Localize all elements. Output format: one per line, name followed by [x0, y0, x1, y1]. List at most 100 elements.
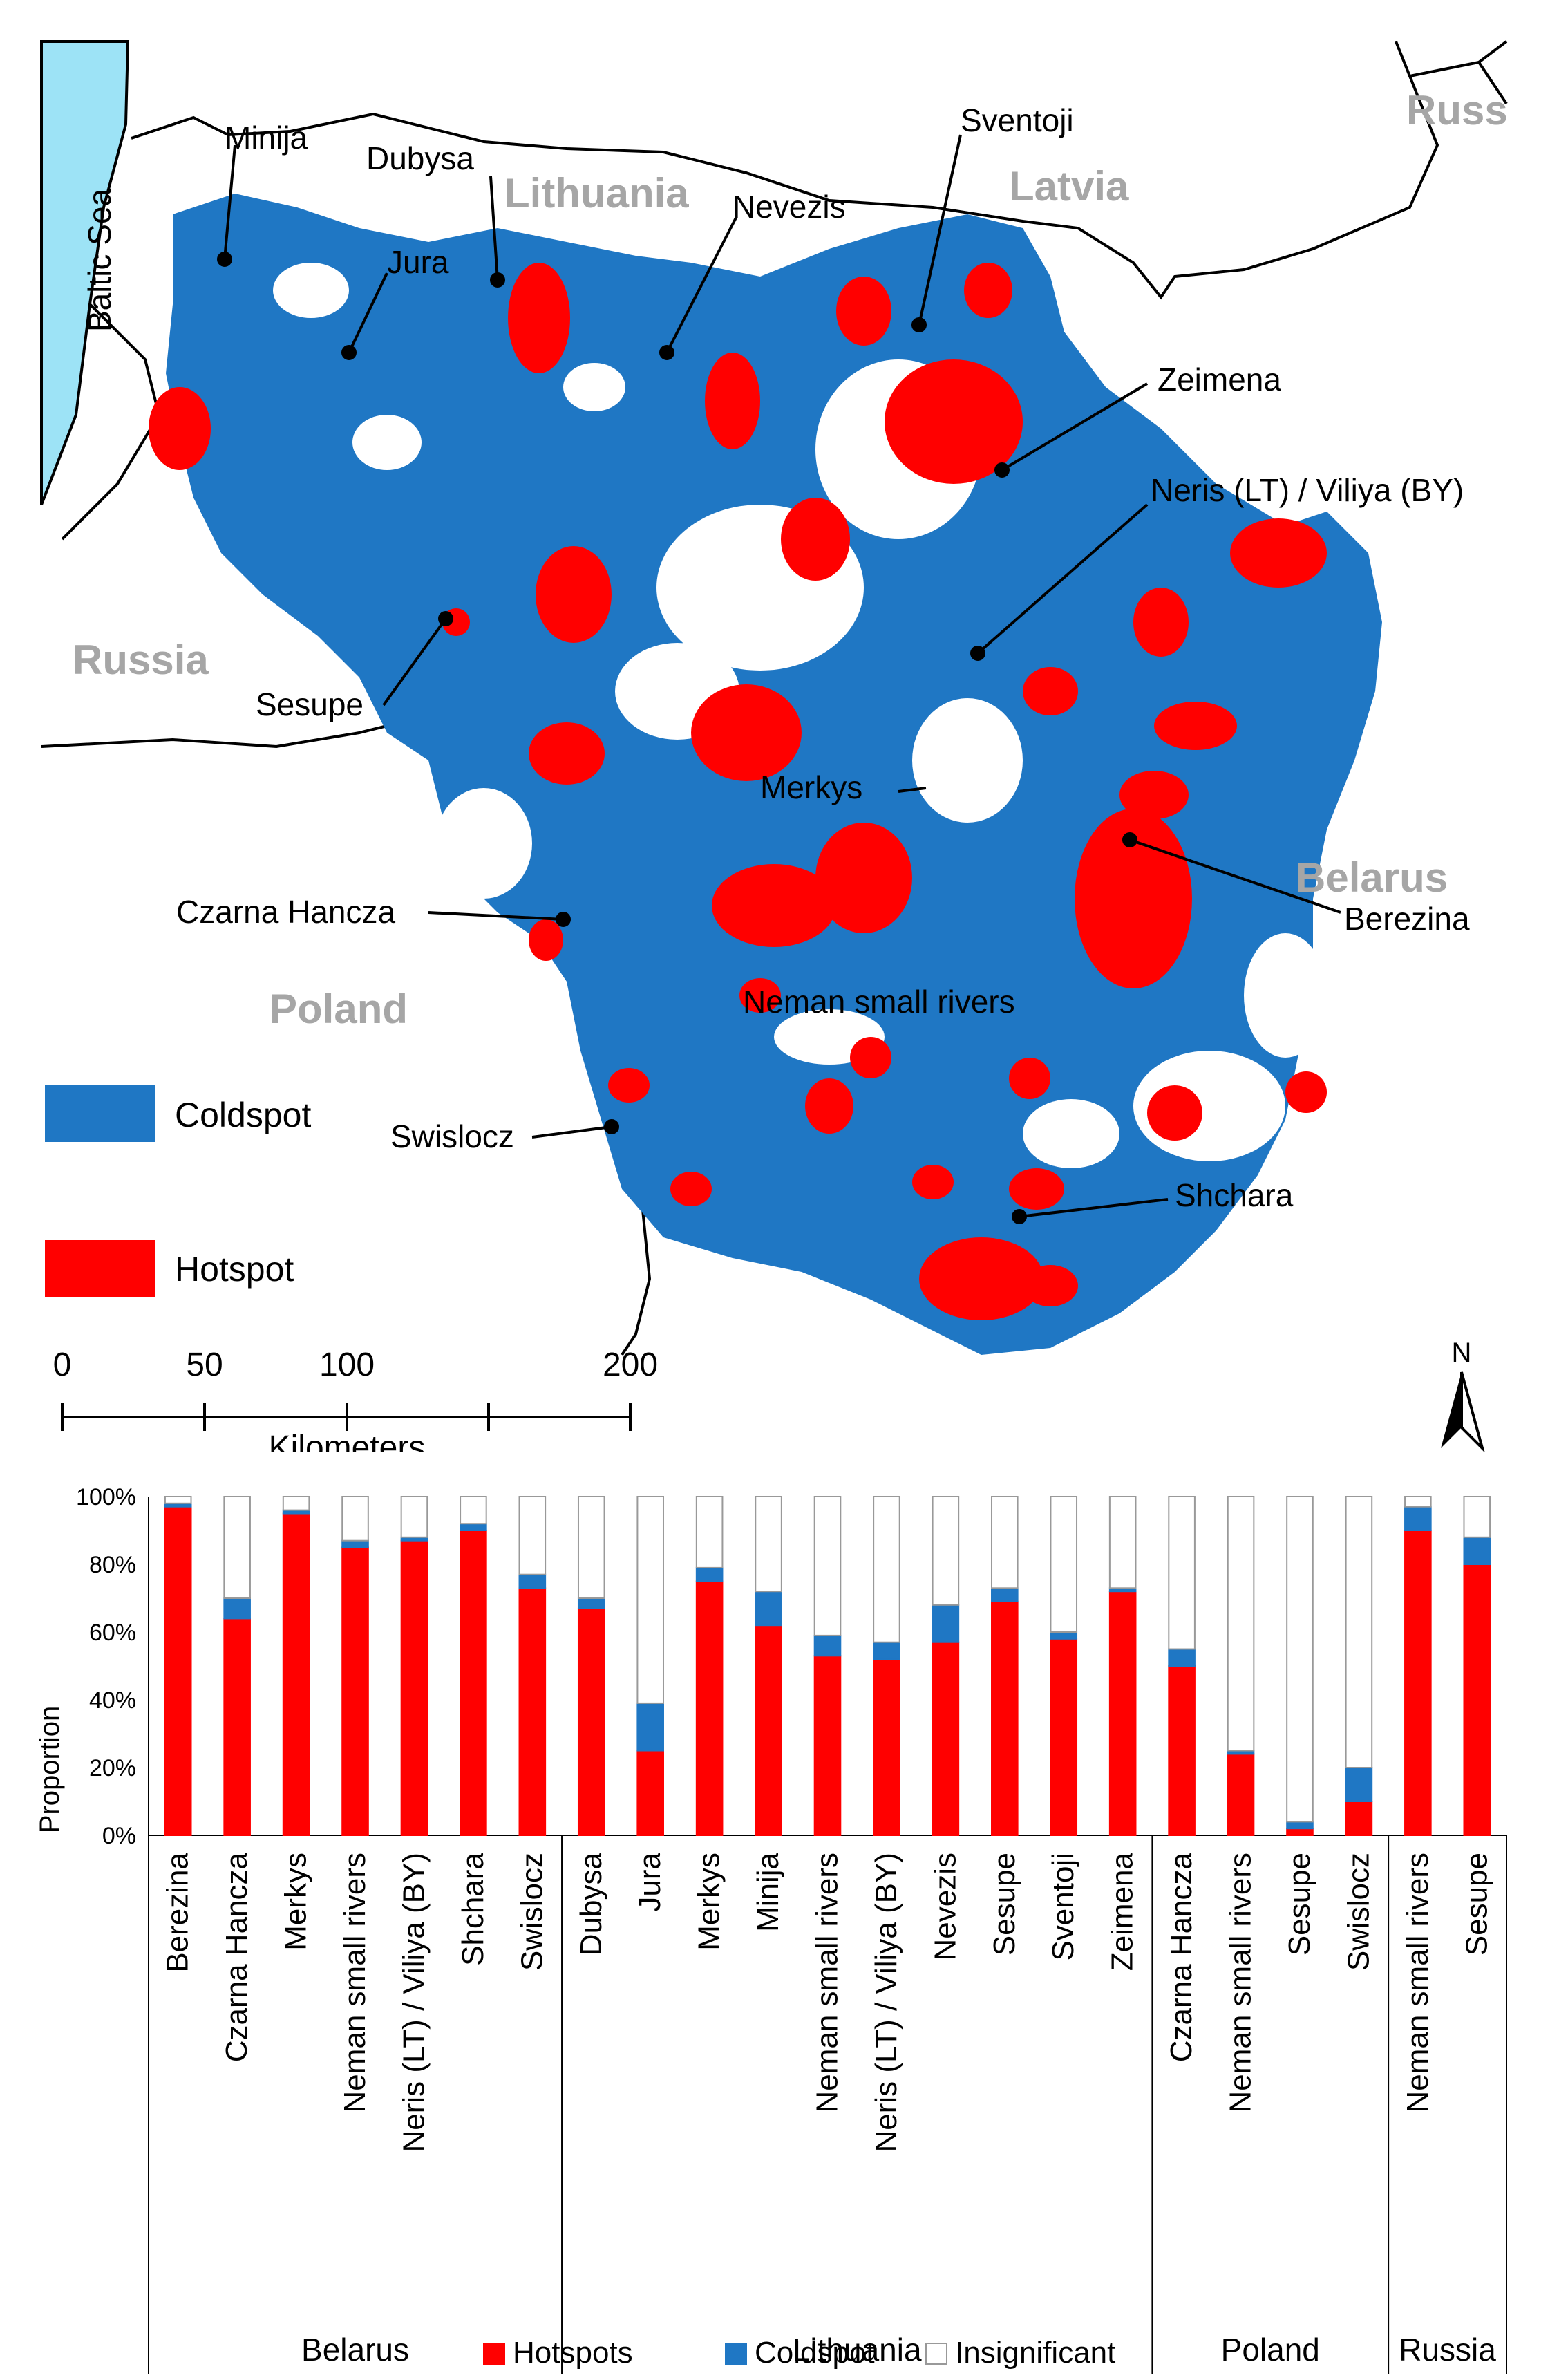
- bar-insignificant-10: [695, 1496, 724, 1568]
- bar-insignificant-7: [518, 1496, 547, 1575]
- x-tick-label: Sesupe: [988, 1853, 1021, 1956]
- y-tick-label: 20%: [89, 1755, 136, 1781]
- y-tick-label: 80%: [89, 1552, 136, 1578]
- bar-insignificant-1: [164, 1496, 192, 1504]
- bar-coldspot-10: [695, 1566, 724, 1582]
- x-tick-label: Jura: [633, 1852, 667, 1911]
- bar-coldspot-12: [813, 1634, 842, 1657]
- bar-hotspots-21: [1345, 1801, 1373, 1836]
- bar-insignificant-15: [991, 1496, 1019, 1589]
- chart-axes: 0% 20% 40% 60% 80% 100%: [76, 1484, 1507, 2374]
- river-label-sventoji: Sventoji: [961, 102, 1074, 138]
- x-tick-label: Sventoji: [1046, 1853, 1080, 1961]
- hotspot-areas: [149, 263, 1327, 1320]
- bar-hotspots-9: [636, 1750, 664, 1836]
- legend-swatch-insignificant: [925, 2343, 947, 2365]
- bar-hotspots-20: [1286, 1828, 1314, 1837]
- legend-hotspot-swatch: [45, 1240, 155, 1297]
- bar-insignificant-20: [1286, 1496, 1314, 1823]
- country-label-latvia: Latvia: [1009, 163, 1129, 209]
- x-tick-label: Neman small rivers: [338, 1853, 372, 2113]
- bar-insignificant-11: [755, 1496, 782, 1593]
- x-tick-label: Dubysa: [574, 1852, 608, 1956]
- y-tick-label: 40%: [89, 1687, 136, 1714]
- bar-insignificant-6: [460, 1496, 487, 1525]
- legend-hotspot-label: Hotspot: [175, 1250, 294, 1289]
- bar-hotspots-5: [400, 1539, 428, 1836]
- north-arrow-icon-right: [1460, 1371, 1485, 1452]
- bar-insignificant-4: [341, 1496, 369, 1542]
- bar-insignificant-17: [1108, 1496, 1137, 1589]
- river-label-neman: Neman small rivers: [743, 984, 1015, 1020]
- bar-coldspot-18: [1168, 1648, 1196, 1667]
- bar-coldspot-9: [636, 1702, 664, 1752]
- border-lithuania-latvia: [131, 60, 1508, 300]
- bar-hotspots-16: [1050, 1638, 1078, 1836]
- bar-insignificant-9: [636, 1496, 664, 1704]
- x-tick-label: Neman small rivers: [1224, 1853, 1258, 2113]
- bar-insignificant-19: [1227, 1496, 1255, 1752]
- bar-insignificant-21: [1345, 1496, 1373, 1768]
- x-tick-label: Sesupe: [1283, 1853, 1316, 1956]
- bar-insignificant-3: [282, 1496, 310, 1511]
- y-axis-title: Proportion: [35, 1706, 65, 1834]
- chart-labels: Berezina Czarna Hancza Merkys Neman small r…: [161, 1852, 1497, 2368]
- river-label-zeimena: Zeimena: [1158, 362, 1281, 397]
- bar-hotspots-1: [164, 1506, 192, 1836]
- y-tick-label: 100%: [76, 1484, 136, 1510]
- river-label-swislocz: Swislocz: [390, 1118, 514, 1154]
- bar-coldspot-23: [1463, 1536, 1491, 1566]
- bar-coldspot-20: [1286, 1821, 1314, 1830]
- scale-tick-200: 200: [603, 1347, 658, 1383]
- bar-coldspot-4: [341, 1539, 369, 1548]
- legend-label-hotspots: Hotspots: [513, 2336, 633, 2370]
- y-tick-label: 0%: [102, 1823, 136, 1849]
- river-label-sesupe: Sesupe: [256, 686, 363, 722]
- x-tick-label: Neman small rivers: [811, 1853, 844, 2113]
- bar-coldspot-14: [932, 1604, 960, 1643]
- bar-hotspots-2: [223, 1618, 251, 1836]
- river-label-berezina: Berezina: [1344, 901, 1470, 937]
- legend-swatch-coldspot: [725, 2343, 747, 2365]
- river-label-czarna: Czarna Hancza: [176, 894, 395, 930]
- scale-unit: Kilometers: [269, 1430, 426, 1452]
- x-tick-label: Shchara: [456, 1852, 490, 1965]
- bar-insignificant-8: [577, 1496, 605, 1599]
- bar-coldspot-2: [223, 1597, 251, 1620]
- country-label-belarus: Belarus: [1296, 854, 1448, 901]
- x-tick-label: Czarna Hancza: [220, 1852, 254, 2062]
- river-label-minija: Minija: [225, 120, 308, 156]
- bar-hotspots-22: [1404, 1530, 1432, 1836]
- hotspot-map: Baltic Sea: [40, 40, 1508, 1452]
- x-tick-label: Czarna Hancza: [1164, 1852, 1198, 2062]
- bar-insignificant-23: [1463, 1496, 1491, 1538]
- bar-coldspot-15: [991, 1587, 1019, 1602]
- legend-label-insignificant: Insignificant: [955, 2336, 1115, 2370]
- river-label-nevezis: Nevezis: [733, 189, 846, 225]
- bar-hotspots-11: [755, 1624, 782, 1836]
- bar-coldspot-22: [1404, 1506, 1432, 1531]
- x-tick-label: Merkys: [279, 1853, 313, 1951]
- scale-tick-50: 50: [186, 1347, 223, 1383]
- scale-bar: [61, 1403, 632, 1431]
- x-tick-label: Minija: [751, 1852, 785, 1931]
- x-tick-label: Neris (LT) / Viliya (BY): [397, 1853, 431, 2153]
- x-tick-label: Zeimena: [1106, 1852, 1140, 1971]
- river-pointers: [217, 134, 1341, 1224]
- bar-insignificant-12: [813, 1496, 842, 1636]
- baltic-sea: [40, 40, 130, 505]
- group-label: Russia: [1399, 2332, 1496, 2368]
- river-label-shchara: Shchara: [1175, 1177, 1294, 1213]
- bar-hotspots-12: [813, 1655, 842, 1836]
- x-tick-label: Swislocz: [1341, 1853, 1375, 1971]
- group-label: Poland: [1221, 2332, 1320, 2368]
- bar-coldspot-21: [1345, 1767, 1373, 1802]
- border-russia-north: [1395, 40, 1508, 77]
- bar-coldspot-16: [1050, 1631, 1078, 1640]
- bar-coldspot-11: [755, 1591, 782, 1627]
- bar-insignificant-14: [932, 1496, 960, 1606]
- north-label: N: [1452, 1338, 1472, 1368]
- x-tick-label: Sesupe: [1459, 1853, 1493, 1956]
- country-label-russia-ne: Russ: [1406, 87, 1508, 133]
- legend-label-coldspot: Coldspot: [755, 2336, 875, 2370]
